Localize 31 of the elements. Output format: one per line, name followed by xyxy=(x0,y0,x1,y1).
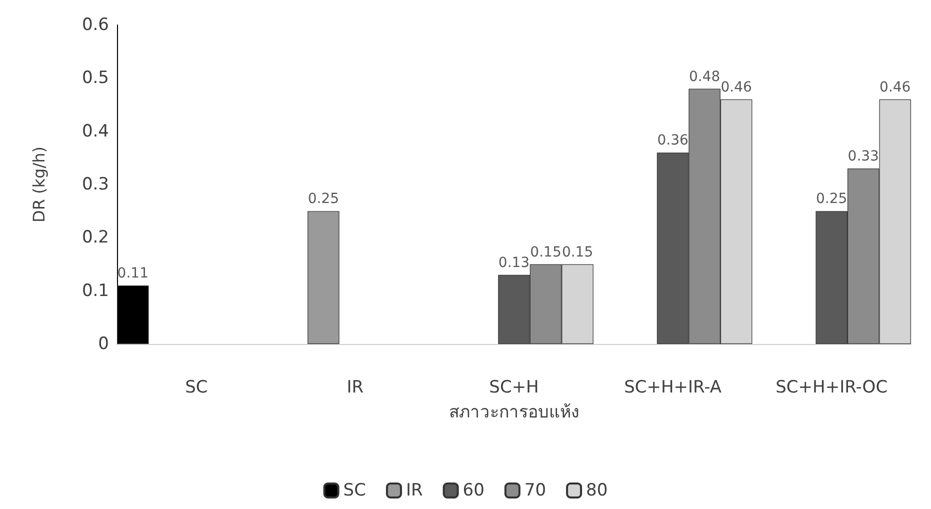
legend-label: 60 xyxy=(462,480,484,500)
bar xyxy=(308,211,340,344)
y-tick-label: 0.5 xyxy=(82,68,109,88)
data-label: 0.15 xyxy=(530,244,562,260)
x-tick-label: SC+H+IR-OC xyxy=(776,378,888,398)
data-label: 0.25 xyxy=(308,191,340,208)
data-label: 0.48 xyxy=(688,68,720,85)
legend-label: SC xyxy=(343,480,366,500)
y-axis-title: DR (kg/h) xyxy=(30,146,48,222)
data-label: 0.46 xyxy=(880,79,911,96)
y-tick-label: 0 xyxy=(98,334,109,354)
y-tick-label: 0.6 xyxy=(82,15,109,35)
legend-label: IR xyxy=(406,480,423,500)
legend-label: 70 xyxy=(524,480,546,500)
x-tick-label: IR xyxy=(346,378,364,398)
x-tick-label: SC+H+IR-A xyxy=(624,378,722,398)
y-tick-label: 0.3 xyxy=(82,174,109,194)
legend-label: 80 xyxy=(586,480,608,500)
data-label: 0.46 xyxy=(720,79,752,96)
data-label: 0.33 xyxy=(848,148,879,165)
y-tick-label: 0.4 xyxy=(82,121,109,142)
data-label: 0.36 xyxy=(657,132,688,149)
x-tick-label: SC+H xyxy=(489,378,539,398)
y-tick-label: 0.1 xyxy=(82,280,109,301)
data-label: 0.15 xyxy=(562,244,594,260)
y-tick-label: 0.2 xyxy=(82,228,109,248)
x-tick-label: SC xyxy=(185,378,208,398)
data-label: 0.11 xyxy=(117,266,148,282)
data-label: 0.25 xyxy=(816,191,848,208)
x-axis-title: สภาวะการอบแห้ง xyxy=(449,402,579,422)
data-label: 0.13 xyxy=(498,254,530,271)
